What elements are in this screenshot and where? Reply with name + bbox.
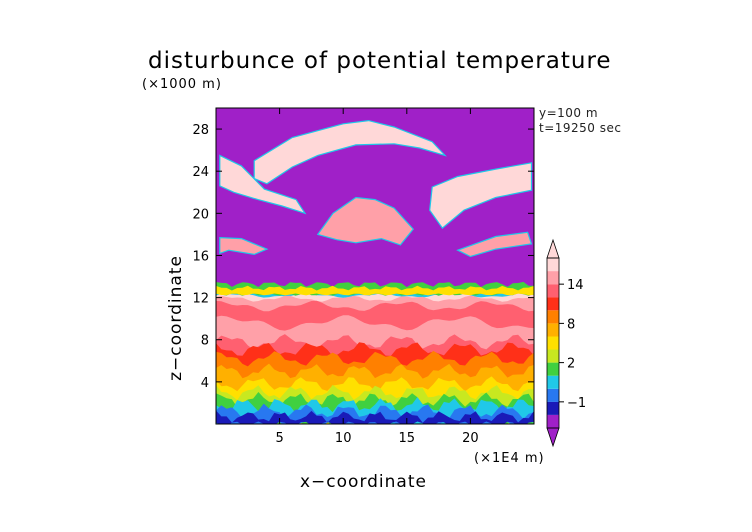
layer-blue	[216, 403, 534, 424]
colorbar-tick-label-0: −1	[567, 396, 586, 411]
colorbar-swatch-4	[547, 362, 559, 376]
layer-dark-blue	[216, 410, 534, 424]
left-warm-streak	[219, 236, 269, 256]
colorbar-extend-max	[546, 238, 560, 259]
y-tick-label-4: 20	[192, 207, 209, 222]
x-tick-label-2: 15	[399, 431, 416, 446]
y-axis-unit: (×1000 m)	[142, 77, 222, 92]
colorbar: −1 2 8 14	[546, 238, 586, 448]
colorbar-swatch-7	[547, 323, 559, 337]
colorbar-swatch-8	[547, 310, 559, 324]
y-tick-label-6: 28	[192, 123, 209, 138]
x-tick-label-0: 5	[275, 431, 283, 446]
temperature-field	[216, 108, 534, 424]
colorbar-swatch-6	[547, 336, 559, 350]
x-tick-label-3: 20	[462, 431, 479, 446]
center-warm-cluster	[316, 196, 414, 246]
colorbar-tick-label-1: 2	[567, 357, 575, 372]
colorbar-swatch-10	[547, 284, 559, 298]
colorbar-extend-min	[546, 427, 560, 448]
annotation-time: t=19250 sec	[539, 121, 622, 135]
x-axis-unit: (×1E4 m)	[474, 451, 545, 466]
colorbar-swatch-3	[547, 375, 559, 389]
upper-warm-arc	[253, 119, 447, 185]
annotation-y-position: y=100 m	[539, 106, 599, 120]
colorbar-swatch-12	[547, 258, 559, 272]
tropopause-band-yellow	[216, 285, 534, 296]
y-tick-label-2: 12	[192, 292, 209, 307]
chart-title: disturbunce of potential temperature	[148, 48, 612, 74]
axis-ticks: 5 10 15 20 4 8 12 16 20 24 28	[192, 108, 534, 446]
y-tick-label-5: 24	[192, 165, 209, 180]
y-tick-label-0: 4	[201, 376, 209, 391]
y-tick-label-3: 16	[192, 249, 209, 264]
right-warm-streak	[456, 231, 533, 258]
colorbar-swatch-9	[547, 297, 559, 311]
y-tick-label-1: 8	[201, 334, 209, 349]
x-tick-label-1: 10	[335, 431, 352, 446]
colorbar-swatch-5	[547, 349, 559, 363]
colorbar-swatch-0	[547, 414, 559, 428]
upper-warm-left	[219, 154, 307, 215]
colorbar-tick-label-2: 8	[567, 317, 575, 332]
colorbar-swatch-1	[547, 401, 559, 415]
colorbar-swatch-2	[547, 388, 559, 402]
plot-frame	[215, 107, 535, 425]
colorbar-frame	[546, 257, 560, 429]
colorbar-swatch-11	[547, 271, 559, 285]
upper-warm-right	[429, 162, 533, 229]
colorbar-tick-label-3: 14	[567, 278, 584, 293]
x-axis-label: x−coordinate	[300, 472, 427, 492]
